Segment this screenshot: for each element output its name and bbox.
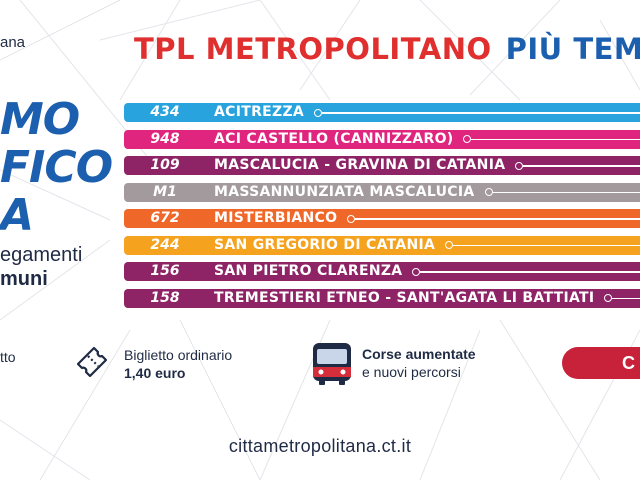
route-name: SAN PIETRO CLARENZA <box>214 263 403 279</box>
route-stop-dot <box>314 108 322 117</box>
route-name: ACITREZZA <box>214 104 305 120</box>
bus-icon <box>313 343 351 385</box>
route-name: ACI CASTELLO (CANNIZZARO) <box>214 130 454 147</box>
route-row: 434 ACITREZZA <box>124 103 640 122</box>
hero-subtitle-line-1: egamenti <box>0 244 83 266</box>
route-stop-dot <box>412 267 420 276</box>
route-name: MASSANNUNZIATA MASCALUCIA <box>214 183 475 200</box>
corse-info-line-1: Corse aumentate <box>362 346 476 362</box>
route-line <box>453 244 640 246</box>
route-bar <box>124 156 640 175</box>
route-stop-dot <box>515 161 523 170</box>
route-number: M1 <box>153 183 177 200</box>
route-name: TREMESTIERI ETNEO - SANT'AGATA LI BATTIA… <box>214 289 595 306</box>
route-row: 672 MISTERBIANCO <box>124 209 640 228</box>
route-number: 948 <box>150 130 180 147</box>
route-stop-dot <box>463 135 471 143</box>
route-stop-dot <box>485 188 493 196</box>
hero-title-line-1: MO <box>0 94 80 145</box>
route-line <box>420 271 640 273</box>
feature-fragment: tto <box>0 349 16 365</box>
route-line <box>355 218 640 220</box>
route-line <box>471 138 640 140</box>
hero-title-line-3: A <box>0 190 34 241</box>
ticket-info-line-1: Biglietto ordinario <box>124 347 233 363</box>
route-row: 158 TREMESTIERI ETNEO - SANT'AGATA LI BA… <box>124 288 640 308</box>
route-line <box>322 112 640 114</box>
route-number: 434 <box>150 104 180 120</box>
route-number: 109 <box>150 157 180 173</box>
route-row: 948 ACI CASTELLO (CANNIZZARO) <box>124 129 640 149</box>
route-row: 109 MASCALUCIA - GRAVINA DI CATANIA <box>124 156 640 175</box>
ticket-info: Biglietto ordinario 1,40 euro <box>124 346 232 382</box>
route-number: 156 <box>150 263 180 279</box>
headline-part-2: PIÙ TEMP <box>505 32 640 66</box>
ticket-icon <box>76 346 108 378</box>
corse-info: Corse aumentate e nuovi percorsi <box>362 345 476 381</box>
route-bar <box>124 129 640 149</box>
route-row: M1 MASSANNUNZIATA MASCALUCIA <box>124 182 640 202</box>
corse-info-line-2: e nuovi percorsi <box>362 364 461 380</box>
route-line <box>523 165 640 167</box>
route-bar <box>124 262 640 281</box>
route-name: SAN GREGORIO DI CATANIA <box>214 236 436 253</box>
route-name: MISTERBIANCO <box>214 210 338 226</box>
route-row: 156 SAN PIETRO CLARENZA <box>124 262 640 281</box>
route-stop-dot <box>347 214 355 223</box>
route-list: 434 ACITREZZA 948 ACI CASTELLO (CANNIZZA… <box>124 103 640 315</box>
cta-button[interactable]: C <box>562 347 640 379</box>
headline-part-1: TPL METROPOLITANO <box>134 32 492 66</box>
route-number: 158 <box>150 289 180 306</box>
hero-title-line-2: FICO <box>0 142 113 193</box>
route-line <box>493 191 640 193</box>
route-stop-dot <box>445 241 453 249</box>
brand-name-fragment: ana <box>0 34 26 51</box>
route-line <box>612 297 640 299</box>
route-bar <box>124 288 640 308</box>
ticket-price: 1,40 euro <box>124 365 186 381</box>
route-name: MASCALUCIA - GRAVINA DI CATANIA <box>214 157 506 173</box>
route-number: 672 <box>150 210 180 226</box>
route-row: 244 SAN GREGORIO DI CATANIA <box>124 235 640 255</box>
route-bar <box>124 235 640 255</box>
route-number: 244 <box>150 236 180 253</box>
hero-subtitle-line-2: muni <box>0 268 48 290</box>
route-bar <box>124 182 640 202</box>
website-url[interactable]: cittametropolitana.ct.it <box>228 436 412 456</box>
headline: TPL METROPOLITANO PIÙ TEMP <box>134 32 640 66</box>
route-stop-dot <box>604 294 612 302</box>
hero-title: MO FICO A <box>0 94 113 241</box>
